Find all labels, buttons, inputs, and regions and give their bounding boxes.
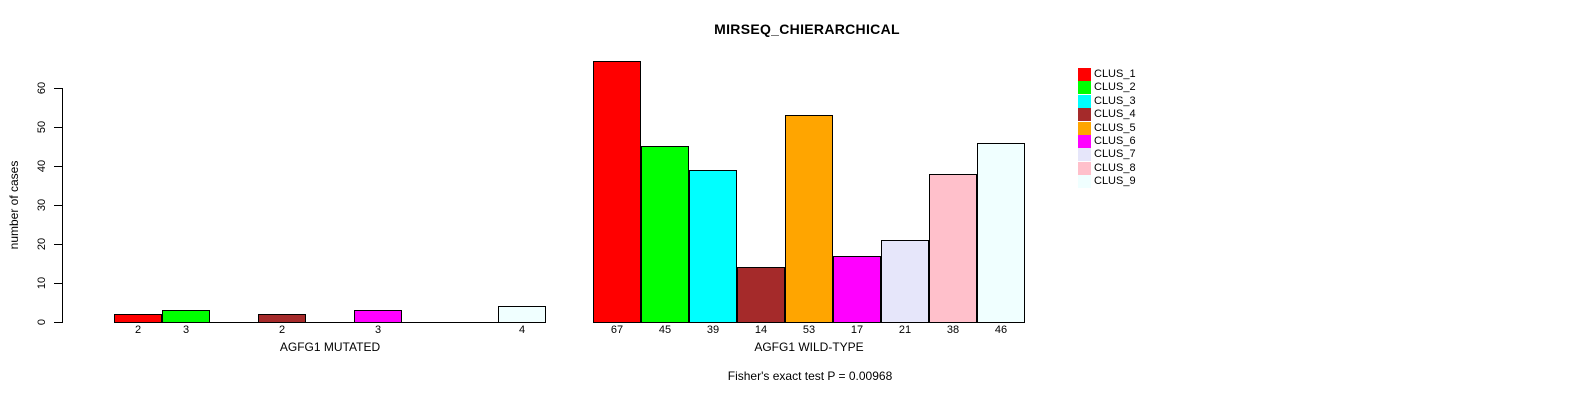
bar-value-label: 67 (610, 324, 624, 336)
legend-label: CLUS_3 (1094, 94, 1136, 107)
y-tick-label: 60 (36, 81, 48, 95)
legend-item: CLUS_4 (1078, 107, 1136, 121)
legend-item: CLUS_3 (1078, 94, 1136, 108)
y-axis-title: number of cases (7, 160, 21, 250)
legend-color-swatch (1078, 174, 1091, 188)
y-tick (54, 127, 62, 128)
y-axis-line (62, 88, 63, 323)
bar-value-label: 45 (658, 324, 672, 336)
y-tick-label: 10 (36, 276, 48, 290)
legend-item: CLUS_1 (1078, 67, 1136, 81)
y-tick (54, 322, 62, 323)
fisher-test-annotation: Fisher's exact test P = 0.00968 (727, 369, 893, 383)
bar (737, 267, 785, 323)
bar-value-label: 38 (946, 324, 960, 336)
legend-color-swatch (1078, 94, 1091, 108)
bar (354, 310, 402, 323)
bar (881, 240, 929, 323)
legend-label: CLUS_7 (1094, 147, 1136, 160)
legend-label: CLUS_8 (1094, 161, 1136, 174)
bar (593, 61, 641, 323)
x-axis-group-label: AGFG1 MUTATED (279, 340, 381, 354)
bar (977, 143, 1025, 323)
bar-value-label: 14 (754, 324, 768, 336)
legend-item: CLUS_8 (1078, 161, 1136, 175)
bar (929, 174, 977, 323)
legend-label: CLUS_1 (1094, 67, 1136, 80)
x-axis-group-label: AGFG1 WILD-TYPE (754, 340, 864, 354)
legend-color-swatch (1078, 121, 1091, 135)
legend-label: CLUS_2 (1094, 80, 1136, 93)
legend-color-swatch (1078, 107, 1091, 121)
legend-item: CLUS_9 (1078, 174, 1136, 188)
legend-item: CLUS_5 (1078, 121, 1136, 135)
bar-value-label: 2 (134, 324, 142, 336)
bar (785, 115, 833, 323)
y-tick-label: 30 (36, 198, 48, 212)
legend-label: CLUS_5 (1094, 121, 1136, 134)
bar (689, 170, 737, 323)
legend-item: CLUS_2 (1078, 80, 1136, 94)
legend-label: CLUS_9 (1094, 174, 1136, 187)
y-tick (54, 88, 62, 89)
legend-item: CLUS_6 (1078, 134, 1136, 148)
y-tick (54, 283, 62, 284)
bar-value-label: 39 (706, 324, 720, 336)
baseline (114, 322, 546, 323)
bar-value-label: 2 (278, 324, 286, 336)
y-tick-label: 20 (36, 237, 48, 251)
bar (258, 314, 306, 323)
y-tick (54, 244, 62, 245)
y-tick-label: 0 (36, 318, 48, 326)
bar (162, 310, 210, 323)
bar-value-label: 3 (182, 324, 190, 336)
chart-title: MIRSEQ_CHIERARCHICAL (714, 21, 900, 37)
legend-label: CLUS_4 (1094, 107, 1136, 120)
legend-color-swatch (1078, 147, 1091, 161)
bar (498, 306, 546, 323)
bar-value-label: 46 (994, 324, 1008, 336)
y-tick (54, 205, 62, 206)
legend-color-swatch (1078, 134, 1091, 148)
bar-value-label: 3 (374, 324, 382, 336)
legend-label: CLUS_6 (1094, 134, 1136, 147)
bar (114, 314, 162, 323)
bar (833, 256, 881, 323)
bar-value-label: 4 (518, 324, 526, 336)
legend-color-swatch (1078, 67, 1091, 81)
bar-value-label: 17 (850, 324, 864, 336)
legend-color-swatch (1078, 80, 1091, 94)
y-tick-label: 40 (36, 159, 48, 173)
y-tick-label: 50 (36, 120, 48, 134)
legend-item: CLUS_7 (1078, 147, 1136, 161)
y-tick (54, 166, 62, 167)
bar-value-label: 21 (898, 324, 912, 336)
bar (641, 146, 689, 323)
bar-value-label: 53 (802, 324, 816, 336)
legend-color-swatch (1078, 161, 1091, 175)
